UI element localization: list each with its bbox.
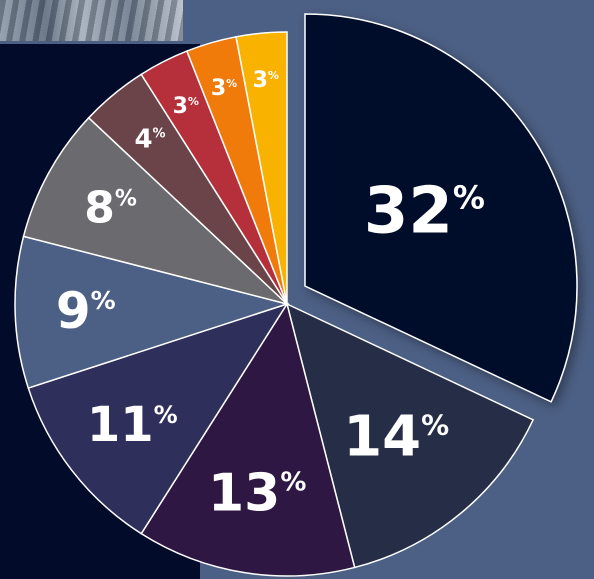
pie-slice-2 — [285, 302, 535, 569]
pie-slice-label-2: 14% — [343, 405, 449, 470]
pie-slice-label-9: 3% — [211, 76, 237, 101]
pie-slice-label-10: 3% — [253, 68, 279, 93]
pie-slice-label-1: 32% — [364, 175, 485, 249]
pie-slice-label-6: 8% — [84, 182, 137, 233]
pie-slice-label-4: 11% — [87, 397, 178, 453]
pie-slice-1 — [304, 13, 578, 403]
background-photo-shade — [0, 0, 183, 41]
pie-slice-label-3: 13% — [208, 463, 306, 523]
pie-slice-10 — [235, 31, 288, 305]
background-photo — [0, 0, 183, 41]
pie-slice-3 — [140, 302, 356, 577]
pie-slice-4 — [27, 302, 289, 535]
pie-slice-5 — [14, 235, 290, 389]
pie-slice-6 — [22, 116, 288, 305]
pie-slice-label-8: 3% — [173, 94, 199, 119]
pie-slice-label-5: 9% — [56, 282, 116, 340]
pie-slice-label-7: 4% — [134, 125, 165, 155]
